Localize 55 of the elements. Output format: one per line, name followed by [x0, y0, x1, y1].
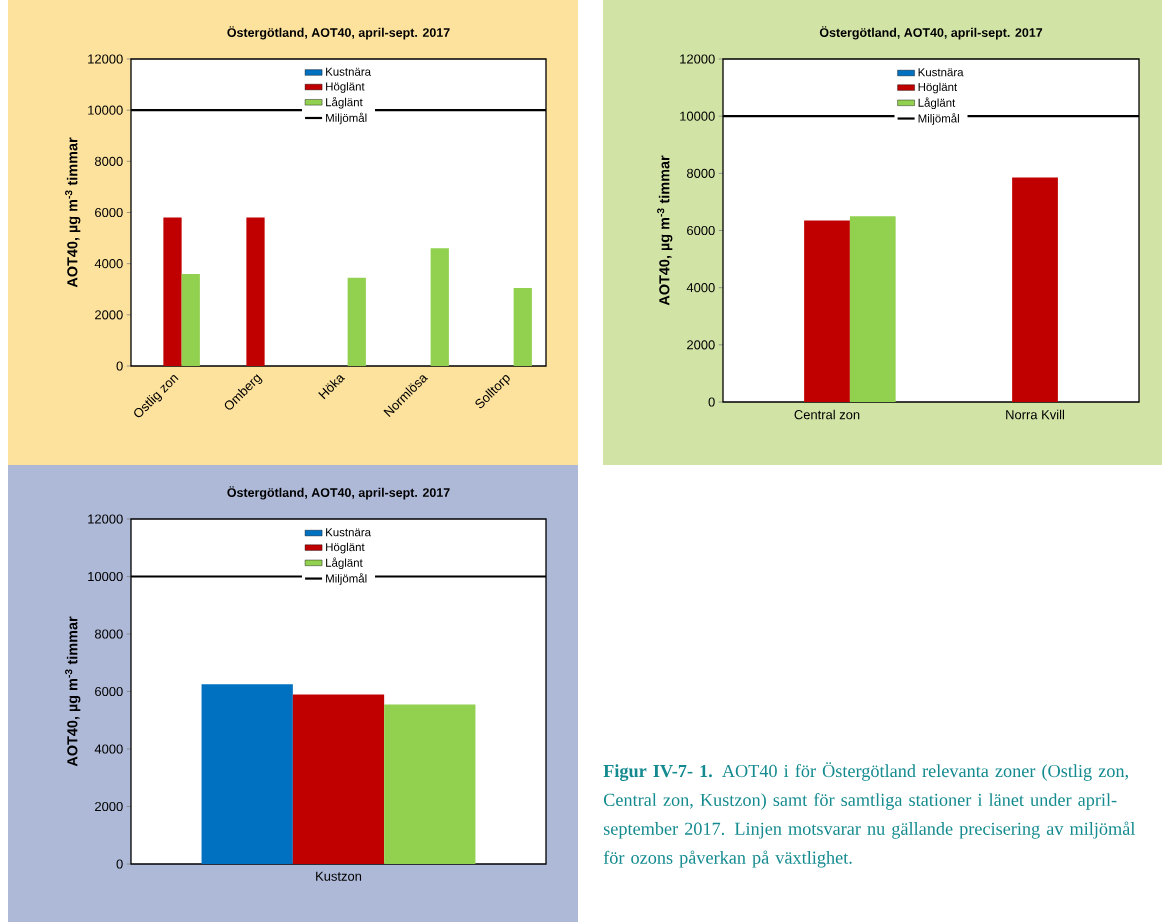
- bar: [292, 694, 385, 864]
- bar: [163, 217, 182, 366]
- bar: [1012, 177, 1058, 402]
- bar: [384, 704, 476, 864]
- ref-line-label: Miljömål: [918, 113, 959, 125]
- chart-title: Östergötland, AOT40, april-sept. 2017: [819, 26, 1043, 40]
- y-tick-label: 4000: [94, 259, 123, 269]
- y-tick-label: 0: [116, 859, 123, 869]
- legend-label: Höglänt: [326, 542, 365, 554]
- y-tick-label: 2000: [95, 310, 123, 320]
- x-tick-label: Norra Kvill: [1006, 409, 1064, 420]
- ref-line-label: Miljömål: [326, 112, 367, 125]
- y-tick-label: 10000: [88, 571, 123, 582]
- chart-title: Östergötland, AOT40, april-sept. 2017: [227, 486, 450, 500]
- bar: [849, 216, 896, 402]
- y-tick-label: 4000: [686, 283, 715, 293]
- x-tick-label: Central zon: [794, 409, 860, 420]
- y-tick-label: 10000: [88, 105, 123, 115]
- bar: [347, 277, 366, 366]
- y-tick-label: 10000: [680, 111, 715, 121]
- legend-label: Höglänt: [326, 82, 365, 93]
- chart-title: Östergötland, AOT40, april-sept. 2017: [227, 26, 450, 40]
- y-tick-label: 6000: [95, 686, 123, 697]
- y-tick-label: 8000: [94, 629, 123, 639]
- text: Figur IV-7- 1. AOT40 i för Östergötland relevanta zoner (Ostlig zon, Central zon, Kustzon) samt för samtliga stationer i länet under april-september 2017. Linjen motsvarar nu gällande precisering av miljömål för ozons påverkan på växtlighet.: [603, 762, 1136, 868]
- legend-label: Låglänt: [918, 97, 956, 110]
- y-tick-label: 0: [116, 361, 123, 371]
- bar: [246, 217, 265, 366]
- y-axis-title: AOT40, µg m$^{-3}$ timmar: [65, 137, 81, 288]
- legend-label: Låglänt: [326, 96, 363, 109]
- y-tick-label: 0: [708, 397, 715, 407]
- bar: [430, 248, 449, 366]
- bar: [201, 684, 293, 864]
- y-tick-label: 12000: [88, 514, 123, 524]
- y-tick-label: 2000: [687, 340, 715, 350]
- y-tick-label: 6000: [95, 207, 123, 218]
- legend-label: Höglänt: [918, 82, 958, 94]
- y-tick-label: 2000: [95, 801, 123, 812]
- bar: [513, 287, 532, 366]
- x-tick-label: Kustzon: [316, 871, 362, 881]
- ref-line-label: Miljömål: [326, 573, 367, 585]
- legend-label: Kustnära: [326, 67, 372, 76]
- legend-label: Låglänt: [326, 557, 363, 570]
- y-tick-label: 4000: [94, 744, 123, 754]
- legend-label: Kustnära: [918, 68, 964, 77]
- bar: [181, 273, 200, 366]
- y-tick-label: 12000: [88, 54, 123, 64]
- legend-label: Kustnära: [326, 528, 372, 537]
- y-axis-title: AOT40, µg m$^{-3}$ timmar: [657, 155, 673, 306]
- y-axis-title: AOT40, µg m$^{-3}$ timmar: [65, 616, 81, 767]
- y-tick-label: 6000: [687, 225, 715, 236]
- y-tick-label: 8000: [686, 168, 715, 178]
- y-tick-label: 8000: [94, 156, 123, 166]
- bar: [804, 220, 850, 402]
- y-tick-label: 12000: [680, 54, 715, 64]
